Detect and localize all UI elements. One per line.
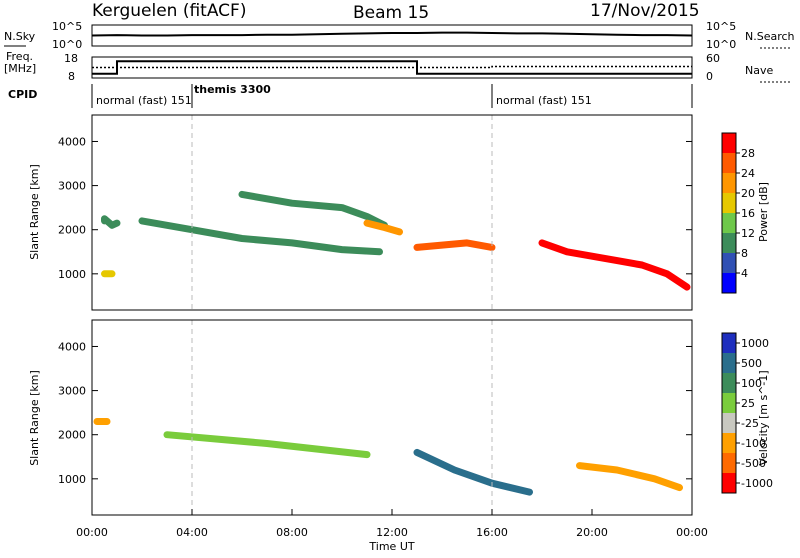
xtick-label-1: 04:00 (176, 526, 208, 539)
velocity-panel: 1000 2000 3000 4000 Slant Range [km] (28, 319, 693, 516)
power-colorbar-swatch-8 (722, 273, 736, 294)
velocity-ytick-label-4000: 4000 (58, 340, 86, 353)
power-colorbar-tick-label-7: 4 (741, 267, 748, 280)
power-frame (91, 114, 693, 311)
velocity-colorbar-swatch-8 (722, 473, 736, 494)
noise-tick-right-bottom: 10^0 (706, 38, 736, 51)
velocity-echo-marks (93, 418, 683, 496)
velocity-echo-band-2 (163, 431, 371, 459)
power-colorbar-swatch-3 (722, 173, 736, 194)
xtick-label-4: 16:00 (476, 526, 508, 539)
velocity-colorbar-swatch-4 (722, 393, 736, 414)
velocity-colorbar-tick-label-6: -100 (741, 437, 766, 450)
velocity-colorbar-swatch-2 (722, 353, 736, 374)
velocity-colorbar-tick-label-7: -500 (741, 457, 766, 470)
noise-tick-left-top: 10^5 (52, 20, 82, 33)
noise-tick-right-top: 10^5 (706, 20, 736, 33)
velocity-ytick-label-2000: 2000 (58, 429, 86, 442)
freq-tick-bottom: 8 (68, 70, 75, 83)
velocity-ytick-label-3000: 3000 (58, 385, 86, 398)
velocity-colorbar-swatch-7 (722, 453, 736, 474)
power-colorbar-swatch-2 (722, 153, 736, 174)
xtick-label-3: 12:00 (376, 526, 408, 539)
noise-strip: N.Sky 10^5 10^0 10^5 10^0 N.Search (4, 20, 795, 51)
power-colorbar-tick-label-3: 20 (741, 187, 755, 200)
xtick-label-0: 00:00 (76, 526, 108, 539)
power-colorbar-label: Power [dB] (757, 182, 770, 242)
x-axis-ticks: 00:00 04:00 08:00 12:00 16:00 20:00 00:00 (76, 509, 708, 539)
power-ylabel: Slant Range [km] (28, 164, 41, 260)
cpid-label: CPID (8, 88, 37, 101)
beam-title: Beam 15 (353, 3, 429, 23)
power-colorbar-tick-label-6: 8 (741, 247, 748, 260)
power-ytick-label-1000: 1000 (58, 268, 86, 281)
power-ytick-label-3000: 3000 (58, 180, 86, 193)
power-colorbar-tick-label-4: 16 (741, 207, 755, 220)
freq-unit-label: [MHz] (4, 62, 36, 75)
noise-tick-left-bottom: 10^0 (52, 38, 82, 51)
power-echo-marks (101, 190, 691, 291)
power-colorbar-swatch-7 (722, 253, 736, 274)
freq-tick-top: 18 (64, 52, 78, 65)
velocity-echo-band-3 (413, 448, 533, 496)
velocity-colorbar-swatch-5 (722, 413, 736, 434)
velocity-colorbar-swatch-3 (722, 373, 736, 394)
power-colorbar-tick-label-2: 24 (741, 167, 755, 180)
nave-tick-bottom: 0 (706, 70, 713, 83)
station-title: Kerguelen (fitACF) (92, 1, 246, 21)
nsky-label: N.Sky (4, 30, 36, 43)
velocity-y-ticks: 1000 2000 3000 4000 (58, 340, 692, 486)
power-ytick-label-4000: 4000 (58, 135, 86, 148)
velocity-ytick-label-1000: 1000 (58, 473, 86, 486)
cpid-strip: CPID normal (fast) 151 themis 3300 norma… (8, 83, 693, 108)
velocity-colorbar-tick-label-8: -1000 (741, 477, 773, 490)
velocity-colorbar-tick-label-4: 25 (741, 397, 755, 410)
cpid-segment-2: themis 3300 (194, 83, 271, 96)
velocity-colorbar-swatch-1 (722, 333, 736, 354)
velocity-colorbar: 1000 500 100 25 -25 -100 -500 -1000 (721, 332, 773, 494)
velocity-colorbar-tick-label-5: -25 (741, 417, 759, 430)
velocity-colorbar-frame (721, 332, 737, 494)
date-title: 17/Nov/2015 (590, 1, 700, 21)
power-colorbar-swatch-6 (722, 233, 736, 254)
freq-series-line (92, 60, 692, 75)
power-echo-band-5 (363, 219, 403, 236)
power-colorbar-tick-label-5: 12 (741, 227, 755, 240)
xtick-label-2: 08:00 (276, 526, 308, 539)
velocity-colorbar-label: Velocity [m s^-1] (757, 370, 770, 465)
power-echo-band-6 (413, 239, 496, 251)
freq-label: Freq. (6, 50, 33, 63)
velocity-ylabel: Slant Range [km] (28, 370, 41, 466)
power-colorbar-tick-label-1: 28 (741, 147, 755, 160)
power-colorbar: 28 24 20 16 12 8 4 (721, 132, 755, 294)
power-ytick-label-2000: 2000 (58, 224, 86, 237)
power-echo-band-7 (538, 239, 691, 291)
cpid-segment-3: normal (fast) 151 (496, 94, 592, 107)
velocity-echo-band-4 (576, 462, 683, 492)
velocity-frame (91, 319, 693, 516)
nsky-series-line (91, 31, 693, 37)
power-colorbar-swatch-5 (722, 213, 736, 234)
power-colorbar-swatch-4 (722, 193, 736, 214)
cpid-segment-1: normal (fast) 151 (96, 94, 192, 107)
nsearch-label: N.Search (745, 30, 795, 43)
power-echo-band-4 (238, 190, 388, 229)
velocity-colorbar-tick-label-2: 500 (741, 357, 762, 370)
power-echo-band-1 (101, 215, 121, 229)
power-panel: 1000 2000 3000 4000 Slant Range [km] (28, 114, 693, 311)
x-axis-label: Time UT (368, 540, 414, 553)
nave-series-line (92, 65, 692, 69)
nave-tick-top: 60 (706, 52, 720, 65)
velocity-colorbar-tick-label-3: 100 (741, 377, 762, 390)
velocity-colorbar-tick-label-1: 1000 (741, 337, 769, 350)
power-colorbar-swatch-1 (722, 133, 736, 154)
power-echo-band-3 (138, 217, 383, 256)
xtick-label-6: 00:00 (676, 526, 708, 539)
velocity-colorbar-swatch-6 (722, 433, 736, 454)
xtick-label-5: 20:00 (576, 526, 608, 539)
frequency-strip: Freq. [MHz] 18 8 60 0 Nave (4, 50, 790, 83)
power-y-ticks: 1000 2000 3000 4000 (58, 135, 692, 281)
nave-label: Nave (745, 64, 773, 77)
